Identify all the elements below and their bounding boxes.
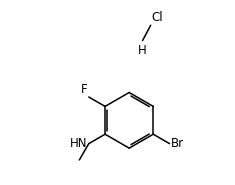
Text: Br: Br bbox=[171, 137, 184, 150]
Text: F: F bbox=[81, 83, 88, 96]
Text: HN: HN bbox=[70, 137, 87, 150]
Text: Cl: Cl bbox=[152, 11, 163, 24]
Text: H: H bbox=[138, 44, 147, 57]
